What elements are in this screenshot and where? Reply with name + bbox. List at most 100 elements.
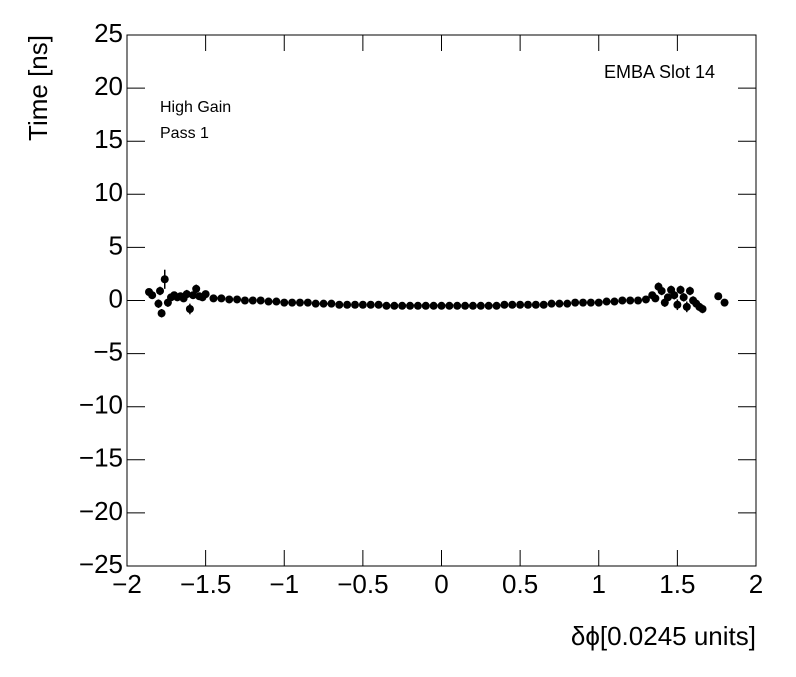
data-point bbox=[586, 298, 595, 307]
data-point bbox=[319, 299, 328, 308]
data-point bbox=[398, 301, 407, 310]
data-point bbox=[641, 295, 650, 304]
data-point bbox=[280, 298, 289, 307]
data-point bbox=[663, 293, 672, 302]
x-tick-label: 2 bbox=[749, 569, 763, 599]
data-point bbox=[714, 292, 723, 301]
data-point bbox=[492, 301, 501, 310]
data-point bbox=[676, 285, 685, 294]
data-point bbox=[185, 304, 194, 313]
data-point bbox=[248, 296, 257, 305]
data-point bbox=[523, 300, 532, 309]
data-point bbox=[698, 304, 707, 313]
data-point bbox=[468, 301, 477, 310]
data-point bbox=[303, 298, 312, 307]
x-tick-label: 0.5 bbox=[502, 569, 538, 599]
data-point bbox=[201, 290, 210, 299]
data-point bbox=[508, 300, 517, 309]
data-point bbox=[531, 300, 540, 309]
annotation: Pass 1 bbox=[160, 125, 209, 142]
y-tick-label: −15 bbox=[79, 443, 123, 473]
data-point bbox=[382, 301, 391, 310]
data-point bbox=[516, 300, 525, 309]
x-tick-label: −1.5 bbox=[180, 569, 231, 599]
data-point bbox=[555, 299, 564, 308]
data-point bbox=[618, 296, 627, 305]
x-tick-label: −0.5 bbox=[337, 569, 388, 599]
data-point bbox=[288, 298, 297, 307]
data-point bbox=[670, 291, 679, 300]
data-point bbox=[225, 295, 234, 304]
data-point bbox=[272, 297, 281, 306]
data-point bbox=[335, 300, 344, 309]
data-point bbox=[476, 301, 485, 310]
data-point bbox=[500, 300, 509, 309]
data-point bbox=[311, 299, 320, 308]
data-point bbox=[256, 296, 265, 305]
data-point bbox=[453, 301, 462, 310]
data-point bbox=[217, 294, 226, 303]
annotation: EMBA Slot 14 bbox=[604, 62, 715, 82]
data-point bbox=[148, 291, 157, 300]
data-point bbox=[484, 301, 493, 310]
data-point bbox=[157, 309, 166, 318]
data-point bbox=[610, 297, 619, 306]
data-point bbox=[679, 293, 688, 302]
data-point bbox=[343, 300, 352, 309]
data-point bbox=[445, 301, 454, 310]
data-point bbox=[264, 297, 273, 306]
data-point bbox=[295, 298, 304, 307]
data-point bbox=[651, 294, 660, 303]
data-point bbox=[374, 300, 383, 309]
y-tick-label: 20 bbox=[94, 71, 123, 101]
x-tick-label: 0 bbox=[434, 569, 448, 599]
data-point bbox=[156, 286, 165, 295]
y-tick-label: −25 bbox=[79, 549, 123, 579]
data-point bbox=[421, 301, 430, 310]
y-tick-label: 10 bbox=[94, 177, 123, 207]
data-point bbox=[413, 301, 422, 310]
data-point bbox=[571, 298, 580, 307]
data-point bbox=[685, 286, 694, 295]
y-tick-label: 0 bbox=[109, 283, 123, 313]
x-axis-label: δϕ[0.0245 units] bbox=[571, 621, 756, 651]
x-tick-label: −1 bbox=[269, 569, 299, 599]
x-tick-label: −2 bbox=[112, 569, 142, 599]
y-axis-label: Time [ns] bbox=[23, 35, 53, 141]
data-point bbox=[657, 286, 666, 295]
data-point bbox=[160, 275, 169, 284]
data-point bbox=[461, 301, 470, 310]
data-point bbox=[154, 299, 163, 308]
annotation: High Gain bbox=[160, 99, 231, 116]
data-point bbox=[682, 302, 691, 311]
data-point bbox=[602, 297, 611, 306]
x-tick-label: 1 bbox=[592, 569, 606, 599]
data-point bbox=[358, 300, 367, 309]
data-point bbox=[192, 284, 201, 293]
data-point bbox=[539, 300, 548, 309]
data-point bbox=[240, 296, 249, 305]
data-point bbox=[429, 301, 438, 310]
data-point bbox=[189, 291, 198, 300]
data-point bbox=[563, 299, 572, 308]
data-point bbox=[366, 300, 375, 309]
data-point bbox=[626, 296, 635, 305]
data-point bbox=[673, 300, 682, 309]
data-point bbox=[390, 301, 399, 310]
data-point bbox=[547, 299, 556, 308]
data-point bbox=[579, 298, 588, 307]
data-point bbox=[634, 296, 643, 305]
y-tick-label: −5 bbox=[93, 336, 123, 366]
data-point bbox=[233, 295, 242, 304]
y-tick-label: −20 bbox=[79, 496, 123, 526]
data-point bbox=[720, 298, 729, 307]
data-point bbox=[406, 301, 415, 310]
data-point bbox=[437, 301, 446, 310]
data-point bbox=[327, 299, 336, 308]
data-point bbox=[209, 294, 218, 303]
data-point bbox=[594, 298, 603, 307]
y-tick-label: 25 bbox=[94, 18, 123, 48]
data-point bbox=[351, 300, 360, 309]
x-tick-label: 1.5 bbox=[659, 569, 695, 599]
